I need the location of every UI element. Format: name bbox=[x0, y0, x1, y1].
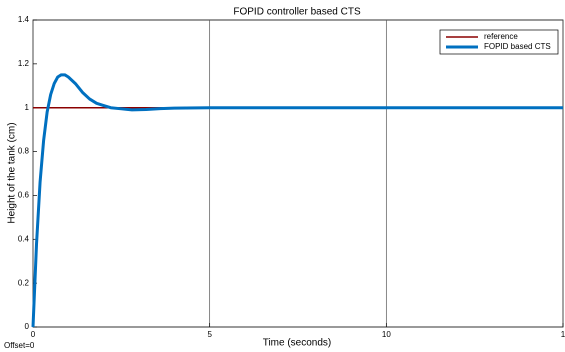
y-tick-label: 0.4 bbox=[18, 234, 30, 243]
x-tick-label: 10 bbox=[382, 330, 391, 339]
y-tick-label: 1.2 bbox=[18, 59, 30, 68]
y-tick-label: 0.2 bbox=[18, 278, 30, 287]
x-tick-label: 5 bbox=[207, 330, 212, 339]
x-tick-label: 0 bbox=[31, 330, 36, 339]
y-axis-label: Height of the tank (cm) bbox=[7, 122, 18, 223]
x-axis-label: Time (seconds) bbox=[263, 338, 332, 349]
legend-box bbox=[439, 29, 559, 55]
legend-label: reference bbox=[484, 32, 518, 41]
y-tick-label: 1.4 bbox=[18, 15, 30, 24]
y-tick-label: 1 bbox=[25, 103, 30, 112]
plot-area bbox=[32, 19, 564, 328]
x-tick-label: 1 bbox=[561, 330, 565, 339]
y-tick-label: 0.6 bbox=[18, 191, 30, 200]
y-tick-label: 0 bbox=[25, 322, 30, 331]
legend-label: FOPID based CTS bbox=[484, 42, 551, 51]
annotation: Offset=0 bbox=[4, 341, 35, 350]
y-tick-label: 0.8 bbox=[18, 147, 30, 156]
chart-title: FOPID controller based CTS bbox=[233, 7, 361, 18]
series-line bbox=[31, 73, 563, 328]
